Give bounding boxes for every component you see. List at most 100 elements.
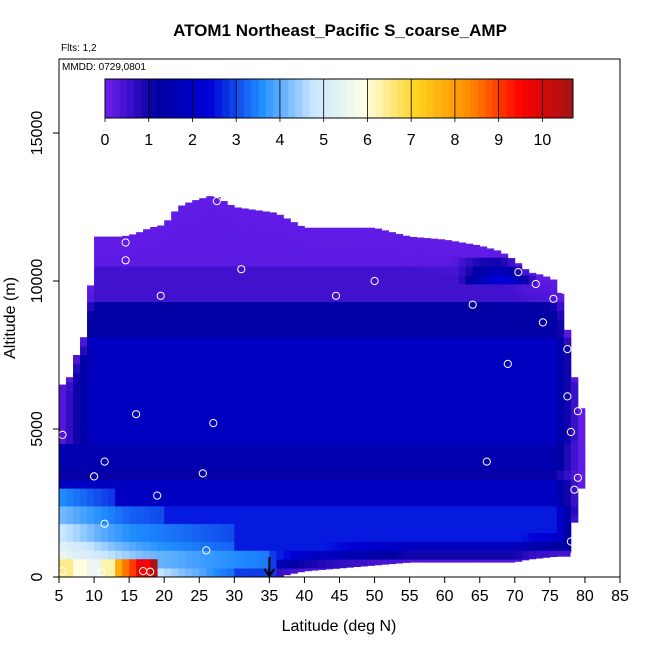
heatmap-cell (164, 488, 172, 498)
heatmap-cell (129, 488, 137, 498)
heatmap-cell (332, 443, 340, 454)
heatmap-cell (143, 470, 151, 480)
heatmap-cell (444, 434, 453, 445)
heatmap-cell (206, 443, 214, 454)
heatmap-cell (507, 505, 516, 516)
heatmap-cell (262, 275, 270, 285)
heatmap-cell (262, 266, 270, 276)
heatmap-cell (248, 523, 256, 533)
heatmap-cell (458, 488, 467, 498)
heatmap-cell (353, 363, 361, 374)
heatmap-cell (318, 239, 326, 249)
heatmap-cell (367, 541, 375, 551)
heatmap-cell (80, 399, 88, 409)
heatmap-cell (416, 479, 425, 489)
heatmap-cell (269, 372, 277, 383)
colorbar-swatch (309, 79, 318, 118)
heatmap-cell (227, 417, 235, 427)
heatmap-cell (276, 328, 284, 338)
heatmap-cell (290, 275, 298, 285)
heatmap-cell (192, 390, 200, 400)
heatmap-cell (304, 248, 312, 258)
heatmap-cell (101, 301, 109, 311)
heatmap-cell (493, 319, 502, 329)
heatmap-cell (332, 310, 340, 320)
heatmap-cell (157, 443, 165, 454)
heatmap-cell (164, 346, 172, 356)
heatmap-cell (423, 514, 432, 525)
heatmap-cell (409, 390, 418, 400)
heatmap-cell (472, 559, 481, 563)
heatmap-cell (409, 479, 418, 489)
heatmap-cell (332, 346, 340, 356)
heatmap-cell (409, 497, 418, 507)
heatmap-cell (549, 452, 558, 462)
heatmap-cell (220, 381, 228, 391)
heatmap-cell (66, 443, 74, 454)
heatmap-cell (276, 541, 284, 551)
heatmap-cell (339, 283, 347, 294)
heatmap-cell (213, 372, 221, 383)
heatmap-cell (129, 514, 137, 525)
heatmap-cell (178, 514, 186, 525)
heatmap-cell (220, 257, 228, 267)
sample-point (482, 457, 491, 466)
heatmap-cell (297, 514, 305, 525)
heatmap-cell (73, 479, 81, 489)
heatmap-cell (227, 283, 235, 294)
heatmap-cell (395, 283, 404, 294)
heatmap-cell (458, 532, 467, 542)
heatmap-cell (206, 337, 214, 347)
heatmap-cell (206, 479, 214, 489)
heatmap-cell (360, 227, 368, 232)
heatmap-cell (402, 301, 411, 311)
heatmap-cell (241, 497, 249, 507)
heatmap-cell (507, 443, 516, 454)
heatmap-cell (500, 283, 509, 294)
heatmap-cell (402, 532, 411, 542)
heatmap-cell (241, 488, 249, 498)
heatmap-cell (430, 523, 439, 533)
heatmap-cell (150, 226, 158, 232)
heatmap-cell (416, 346, 425, 356)
heatmap-cell (437, 346, 446, 356)
heatmap-cell (395, 523, 404, 533)
heatmap-cell (227, 532, 235, 542)
heatmap-cell (360, 399, 368, 409)
heatmap-cell (122, 434, 130, 445)
heatmap-cell (122, 381, 130, 391)
heatmap-cell (556, 479, 565, 489)
heatmap-cell (339, 488, 347, 498)
heatmap-cell (479, 319, 488, 329)
heatmap-cell (507, 301, 516, 311)
heatmap-cell (465, 550, 474, 560)
heatmap-cell (374, 523, 382, 533)
heatmap-cell (472, 381, 481, 391)
heatmap-cell (388, 283, 396, 294)
heatmap-cell (199, 310, 207, 320)
heatmap-cell (500, 310, 509, 320)
heatmap-cell (437, 514, 446, 525)
heatmap-cell (528, 488, 537, 498)
heatmap-cell (465, 310, 474, 320)
heatmap-cell (262, 443, 270, 454)
heatmap-cell (94, 248, 102, 258)
heatmap-cell (157, 355, 165, 365)
heatmap-cell (59, 426, 67, 436)
heatmap-cell (304, 301, 312, 311)
heatmap-cell (416, 328, 425, 338)
heatmap-cell (416, 497, 425, 507)
heatmap-cell (87, 310, 95, 320)
heatmap-cell (493, 328, 502, 338)
heatmap-cell (563, 363, 572, 374)
heatmap-cell (311, 257, 319, 267)
heatmap-cell (255, 248, 263, 258)
heatmap-cell (479, 497, 488, 507)
colorbar-swatch (134, 79, 143, 118)
heatmap-cell (367, 319, 375, 329)
y-tick-label: 0 (29, 572, 46, 581)
heatmap-cell (283, 497, 291, 507)
heatmap-cell (213, 408, 221, 418)
heatmap-cell (248, 372, 256, 383)
heatmap-cell (220, 443, 228, 454)
